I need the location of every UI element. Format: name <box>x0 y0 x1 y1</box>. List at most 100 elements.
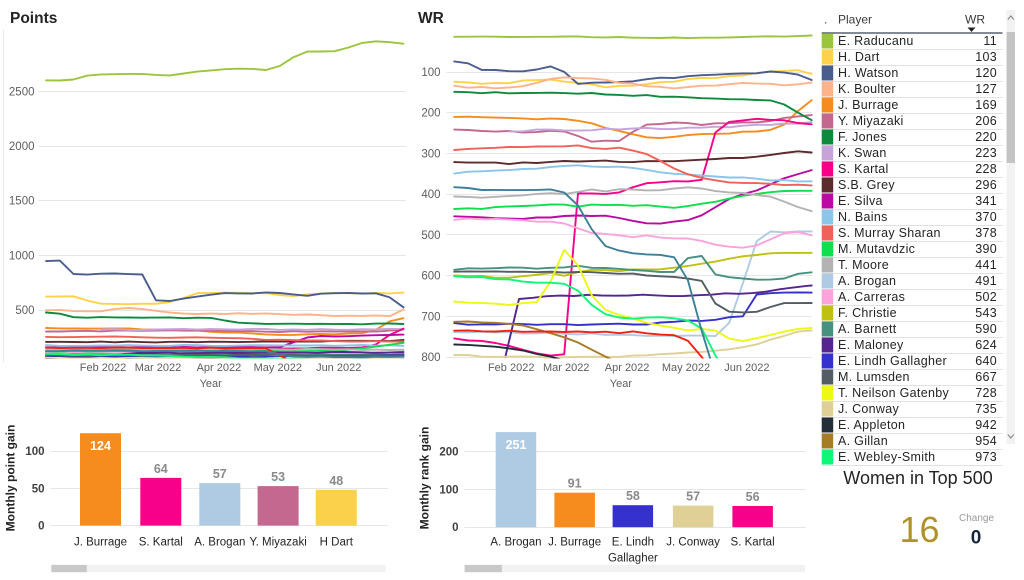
svg-text:500: 500 <box>15 305 34 317</box>
svg-text:H Dart: H Dart <box>320 537 354 549</box>
svg-text:E. Appleton: E. Appleton <box>838 418 905 432</box>
svg-text:120: 120 <box>975 66 997 80</box>
svg-text:Jun 2022: Jun 2022 <box>316 362 361 374</box>
svg-text:Player: Player <box>838 13 872 27</box>
svg-text:0: 0 <box>971 528 982 549</box>
svg-text:16: 16 <box>899 509 939 550</box>
svg-text:M. Lumsden: M. Lumsden <box>838 370 910 384</box>
svg-text:F. Jones: F. Jones <box>838 130 887 144</box>
svg-text:T. Neilson Gatenby: T. Neilson Gatenby <box>838 386 949 400</box>
svg-text:378: 378 <box>975 226 997 240</box>
svg-text:J. Conway: J. Conway <box>666 537 720 549</box>
svg-text:Women in Top 500: Women in Top 500 <box>843 468 992 488</box>
svg-text:J. Burrage: J. Burrage <box>838 98 899 112</box>
svg-text:S.B. Grey: S.B. Grey <box>838 178 895 192</box>
svg-text:S. Kartal: S. Kartal <box>139 537 183 549</box>
svg-text:M. Mutavdzic: M. Mutavdzic <box>838 242 915 256</box>
svg-text:WR: WR <box>965 13 985 27</box>
svg-text:N. Bains: N. Bains <box>838 210 888 224</box>
svg-text:A. Carreras: A. Carreras <box>838 290 905 304</box>
svg-text:735: 735 <box>975 402 997 416</box>
svg-text:Apr 2022: Apr 2022 <box>605 362 650 374</box>
svg-text:251: 251 <box>506 438 527 452</box>
svg-text:Feb 2022: Feb 2022 <box>80 362 126 374</box>
svg-text:223: 223 <box>975 146 997 160</box>
svg-text:E. Lindh: E. Lindh <box>612 537 654 549</box>
svg-text:124: 124 <box>90 439 111 453</box>
svg-text:502: 502 <box>975 290 997 304</box>
svg-text:390: 390 <box>975 242 997 256</box>
svg-text:A. Brogan: A. Brogan <box>194 537 245 549</box>
svg-text:800: 800 <box>421 352 440 364</box>
svg-text:Monthly point gain: Monthly point gain <box>4 425 18 532</box>
svg-text:58: 58 <box>626 489 640 503</box>
svg-text:.: . <box>824 13 827 27</box>
svg-text:700: 700 <box>421 311 440 323</box>
svg-text:A. Brogan: A. Brogan <box>838 274 896 288</box>
svg-text:228: 228 <box>975 162 997 176</box>
svg-text:103: 103 <box>975 50 997 64</box>
svg-text:370: 370 <box>975 210 997 224</box>
svg-text:942: 942 <box>975 418 997 432</box>
svg-text:A. Gillan: A. Gillan <box>838 434 888 448</box>
svg-text:48: 48 <box>329 474 343 488</box>
svg-text:500: 500 <box>421 230 440 242</box>
svg-text:S. Kartal: S. Kartal <box>731 537 775 549</box>
svg-text:53: 53 <box>271 470 285 484</box>
svg-text:169: 169 <box>975 98 997 112</box>
svg-text:A. Barnett: A. Barnett <box>838 322 897 336</box>
svg-text:J. Burrage: J. Burrage <box>548 537 601 549</box>
svg-text:Jun 2022: Jun 2022 <box>724 362 769 374</box>
svg-text:T. Moore: T. Moore <box>838 258 889 272</box>
svg-text:100: 100 <box>439 484 458 496</box>
svg-text:K. Swan: K. Swan <box>838 146 887 160</box>
svg-text:100: 100 <box>421 67 440 79</box>
svg-text:441: 441 <box>975 258 997 272</box>
svg-text:Y. Miyazaki: Y. Miyazaki <box>249 537 306 549</box>
svg-text:0: 0 <box>38 521 44 533</box>
svg-text:A. Brogan: A. Brogan <box>490 537 541 549</box>
svg-text:206: 206 <box>975 114 997 128</box>
svg-text:K. Boulter: K. Boulter <box>838 82 896 96</box>
svg-text:S. Murray Sharan: S. Murray Sharan <box>838 226 941 240</box>
svg-text:954: 954 <box>975 434 997 448</box>
svg-text:624: 624 <box>975 338 997 352</box>
svg-text:667: 667 <box>975 370 997 384</box>
svg-text:J. Conway: J. Conway <box>838 402 900 416</box>
svg-text:Y. Miyazaki: Y. Miyazaki <box>838 114 904 128</box>
svg-text:973: 973 <box>975 450 997 464</box>
svg-text:0: 0 <box>452 522 458 534</box>
svg-text:H. Watson: H. Watson <box>838 66 899 80</box>
svg-text:Change: Change <box>959 513 994 524</box>
svg-text:E. Webley-Smith: E. Webley-Smith <box>838 450 935 464</box>
svg-text:91: 91 <box>568 477 582 491</box>
svg-text:2500: 2500 <box>9 87 35 99</box>
svg-text:WR: WR <box>418 10 444 27</box>
svg-text:Year: Year <box>200 378 223 390</box>
svg-text:Mar 2022: Mar 2022 <box>543 362 589 374</box>
svg-text:E. Lindh Gallagher: E. Lindh Gallagher <box>838 354 947 368</box>
svg-text:Gallagher: Gallagher <box>608 553 658 565</box>
svg-text:11: 11 <box>983 34 997 48</box>
svg-text:100: 100 <box>25 446 44 458</box>
svg-text:1000: 1000 <box>9 250 35 262</box>
svg-text:E. Maloney: E. Maloney <box>838 338 904 352</box>
svg-text:May 2022: May 2022 <box>662 362 710 374</box>
svg-text:400: 400 <box>421 189 440 201</box>
svg-text:640: 640 <box>975 354 997 368</box>
svg-text:491: 491 <box>975 274 997 288</box>
svg-text:May 2022: May 2022 <box>254 362 302 374</box>
svg-text:57: 57 <box>213 467 227 481</box>
svg-text:57: 57 <box>686 490 700 504</box>
svg-text:1500: 1500 <box>9 196 35 208</box>
svg-text:Apr 2022: Apr 2022 <box>197 362 242 374</box>
svg-text:Year: Year <box>610 378 633 390</box>
svg-text:127: 127 <box>975 82 997 96</box>
svg-text:H. Dart: H. Dart <box>838 50 880 64</box>
svg-text:F. Christie: F. Christie <box>838 306 897 320</box>
svg-text:220: 220 <box>975 130 997 144</box>
svg-text:600: 600 <box>421 271 440 283</box>
svg-text:Monthly rank gain: Monthly rank gain <box>418 427 432 530</box>
svg-text:50: 50 <box>32 483 45 495</box>
svg-text:296: 296 <box>975 178 997 192</box>
